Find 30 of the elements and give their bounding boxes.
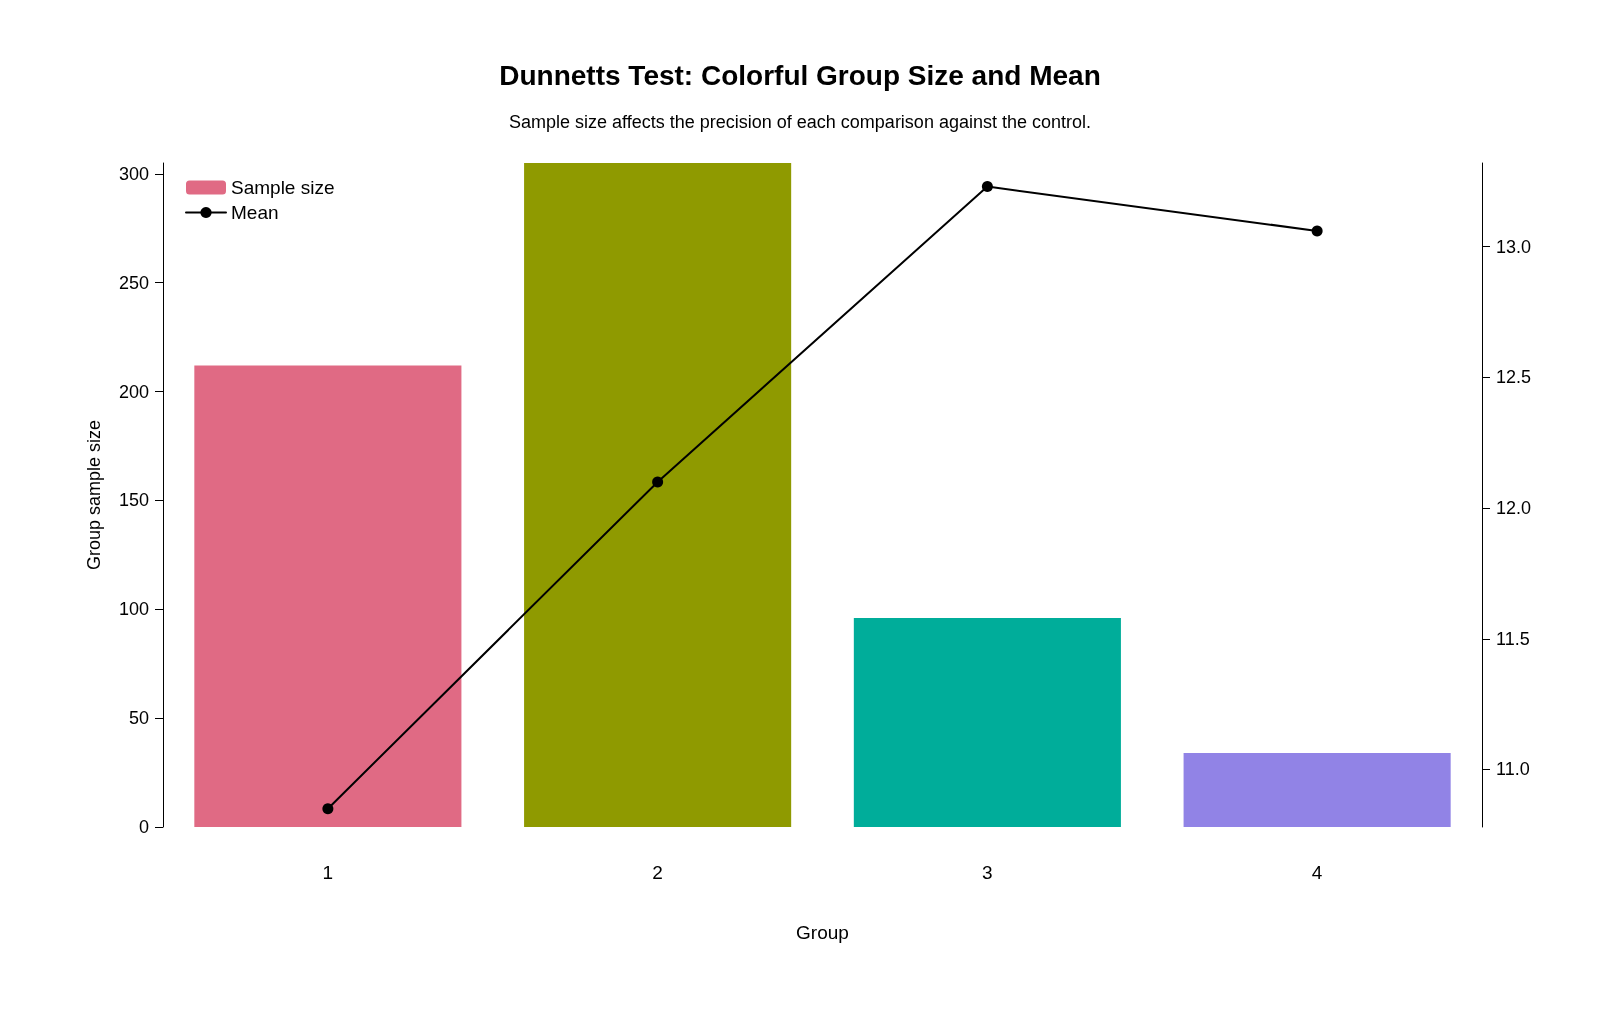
y-tick-label: 150 bbox=[118, 490, 149, 511]
y-axis-title: Group sample size bbox=[84, 419, 104, 571]
chart-title: Dunnetts Test: Colorful Group Size and Mean bbox=[499, 59, 1101, 91]
point bbox=[322, 803, 334, 815]
point bbox=[1311, 225, 1323, 237]
y-tick-label: 0 bbox=[138, 817, 149, 837]
x-tick-label: 3 bbox=[982, 862, 993, 883]
y-tick-label: 100 bbox=[118, 599, 149, 620]
y-tick-label: 300 bbox=[118, 163, 149, 184]
legend-label: Mean bbox=[231, 202, 279, 223]
bar bbox=[194, 365, 462, 827]
y2-tick-label: 11.5 bbox=[1496, 628, 1530, 649]
legend-label: Sample size bbox=[231, 177, 335, 198]
point bbox=[652, 476, 664, 488]
y-tick-label: 250 bbox=[118, 272, 149, 293]
y2-tick-label: 12.0 bbox=[1496, 498, 1532, 519]
x-tick-label: 2 bbox=[652, 862, 663, 883]
x-axis-title: Group bbox=[796, 922, 849, 943]
y-tick-label: 50 bbox=[128, 708, 149, 729]
y2-tick-label: 13.0 bbox=[1496, 236, 1532, 257]
y2-tick-label: 12.5 bbox=[1496, 367, 1532, 388]
x-tick-label: 4 bbox=[1311, 862, 1323, 883]
chart-subtitle: Sample size affects the precision of each comparison against the control. bbox=[509, 112, 1091, 132]
y2-tick-label: 11.0 bbox=[1496, 759, 1530, 780]
bar bbox=[853, 618, 1121, 827]
x-tick-label: 1 bbox=[322, 862, 334, 883]
bar bbox=[524, 163, 792, 827]
y-tick-label: 200 bbox=[118, 381, 149, 402]
bar bbox=[1183, 752, 1451, 827]
point bbox=[981, 181, 993, 193]
